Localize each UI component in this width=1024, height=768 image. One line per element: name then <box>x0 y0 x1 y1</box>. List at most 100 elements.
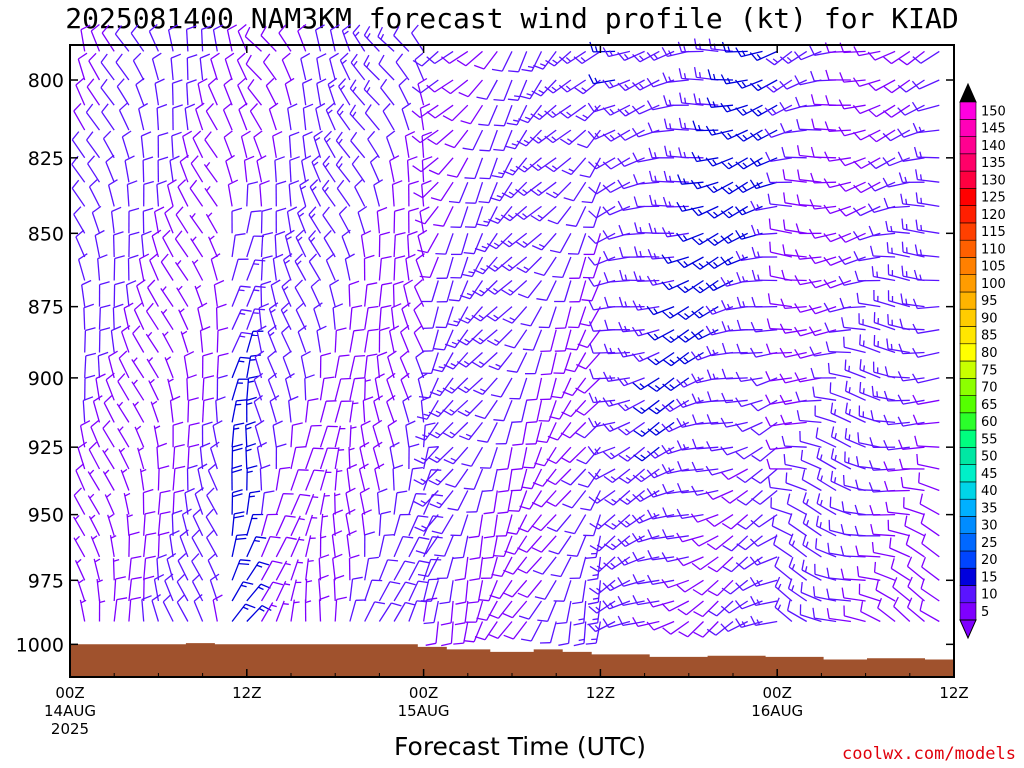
wind-barb <box>676 256 704 269</box>
barb-feather <box>647 357 657 366</box>
barb-half-feather <box>757 109 762 115</box>
barb-feather <box>308 253 317 262</box>
barb-shaft <box>858 302 881 308</box>
wind-barb <box>603 343 630 355</box>
barb-feather <box>827 542 830 554</box>
barb-shaft <box>512 556 528 575</box>
barb-shaft <box>289 160 292 183</box>
barb-feather <box>720 161 730 170</box>
barb-feather <box>473 269 484 275</box>
wind-barb <box>305 535 316 558</box>
wind-barb <box>676 556 704 567</box>
barb-shaft <box>586 129 601 148</box>
wind-barb <box>207 77 218 106</box>
barb-shaft <box>262 61 277 81</box>
barb-feather <box>394 255 406 260</box>
wind-barb <box>901 218 925 234</box>
barb-half-feather <box>833 409 837 415</box>
barb-shaft <box>187 446 190 470</box>
wind-barb <box>576 352 601 370</box>
wind-barb <box>231 331 252 353</box>
barb-half-feather <box>592 618 599 621</box>
wind-barb <box>405 420 416 448</box>
barb-feather <box>88 52 97 62</box>
barb-feather <box>433 348 445 351</box>
credit-link[interactable]: coolwx.com/models <box>842 744 1016 764</box>
barb-shaft <box>334 356 340 379</box>
barb-shaft <box>451 377 469 394</box>
barb-half-feather <box>162 308 168 315</box>
barb-feather <box>199 53 211 59</box>
wind-barb <box>483 490 498 515</box>
barb-feather <box>275 180 287 186</box>
barb-shaft <box>275 600 285 622</box>
barb-feather <box>648 223 653 234</box>
barb-feather <box>838 126 845 137</box>
wind-barb <box>779 323 807 334</box>
barb-feather <box>619 269 624 281</box>
barb-shaft <box>290 447 297 470</box>
barb-feather <box>429 391 441 397</box>
colorbar-swatch <box>959 567 977 586</box>
wind-barb <box>417 229 428 258</box>
barb-shaft <box>94 235 101 258</box>
barb-shaft <box>887 446 910 451</box>
barb-shaft <box>561 377 572 399</box>
wind-barb <box>768 265 793 282</box>
wind-barb <box>313 302 323 330</box>
barb-feather <box>285 229 295 237</box>
barb-feather <box>442 115 453 122</box>
barb-feather <box>302 78 313 84</box>
wind-barb <box>816 493 837 516</box>
barb-feather <box>783 192 786 203</box>
barb-feather <box>359 487 370 494</box>
barb-feather <box>751 477 761 484</box>
barb-half-feather <box>741 254 746 261</box>
barb-shaft <box>902 157 925 162</box>
wind-barb <box>425 621 439 646</box>
wind-barb <box>461 256 484 278</box>
barb-shaft <box>828 129 851 132</box>
barb-half-feather <box>254 539 260 543</box>
barb-shaft <box>799 204 822 208</box>
barb-feather <box>479 177 490 180</box>
wind-barb <box>830 426 852 448</box>
wind-barb <box>452 535 469 559</box>
barb-feather <box>249 490 261 494</box>
wind-barb <box>474 621 498 641</box>
barb-feather <box>661 254 669 264</box>
wind-barb <box>260 207 273 234</box>
barb-shaft <box>333 578 336 602</box>
barb-feather <box>534 462 545 467</box>
barb-feather <box>426 84 436 93</box>
barb-half-feather <box>698 311 704 317</box>
barb-shaft <box>625 104 645 117</box>
wind-barb <box>112 303 124 330</box>
barb-shaft <box>422 447 430 470</box>
barb-half-feather <box>713 211 719 217</box>
wind-barb <box>581 181 602 204</box>
barb-shaft <box>905 544 925 558</box>
wind-barb <box>860 601 881 623</box>
wind-barb <box>414 206 439 225</box>
barb-feather <box>690 179 698 190</box>
barb-feather <box>103 130 112 140</box>
barb-feather <box>361 230 372 236</box>
barb-feather <box>478 599 489 602</box>
colorbar-label: 80 <box>981 346 998 361</box>
wind-barb <box>148 24 159 52</box>
wind-barb <box>750 321 778 333</box>
wind-barb <box>720 232 748 244</box>
wind-barb <box>493 535 513 558</box>
barb-shaft <box>346 534 351 557</box>
wind-barb <box>488 621 513 639</box>
wind-barb <box>774 576 793 602</box>
wind-barb <box>260 231 274 258</box>
barb-feather <box>274 156 285 161</box>
wind-barb <box>705 279 734 292</box>
wind-barb <box>372 441 383 470</box>
barb-feather <box>310 279 320 288</box>
wind-barb <box>231 356 251 379</box>
barb-shaft <box>479 556 484 579</box>
wind-barb <box>840 524 866 537</box>
